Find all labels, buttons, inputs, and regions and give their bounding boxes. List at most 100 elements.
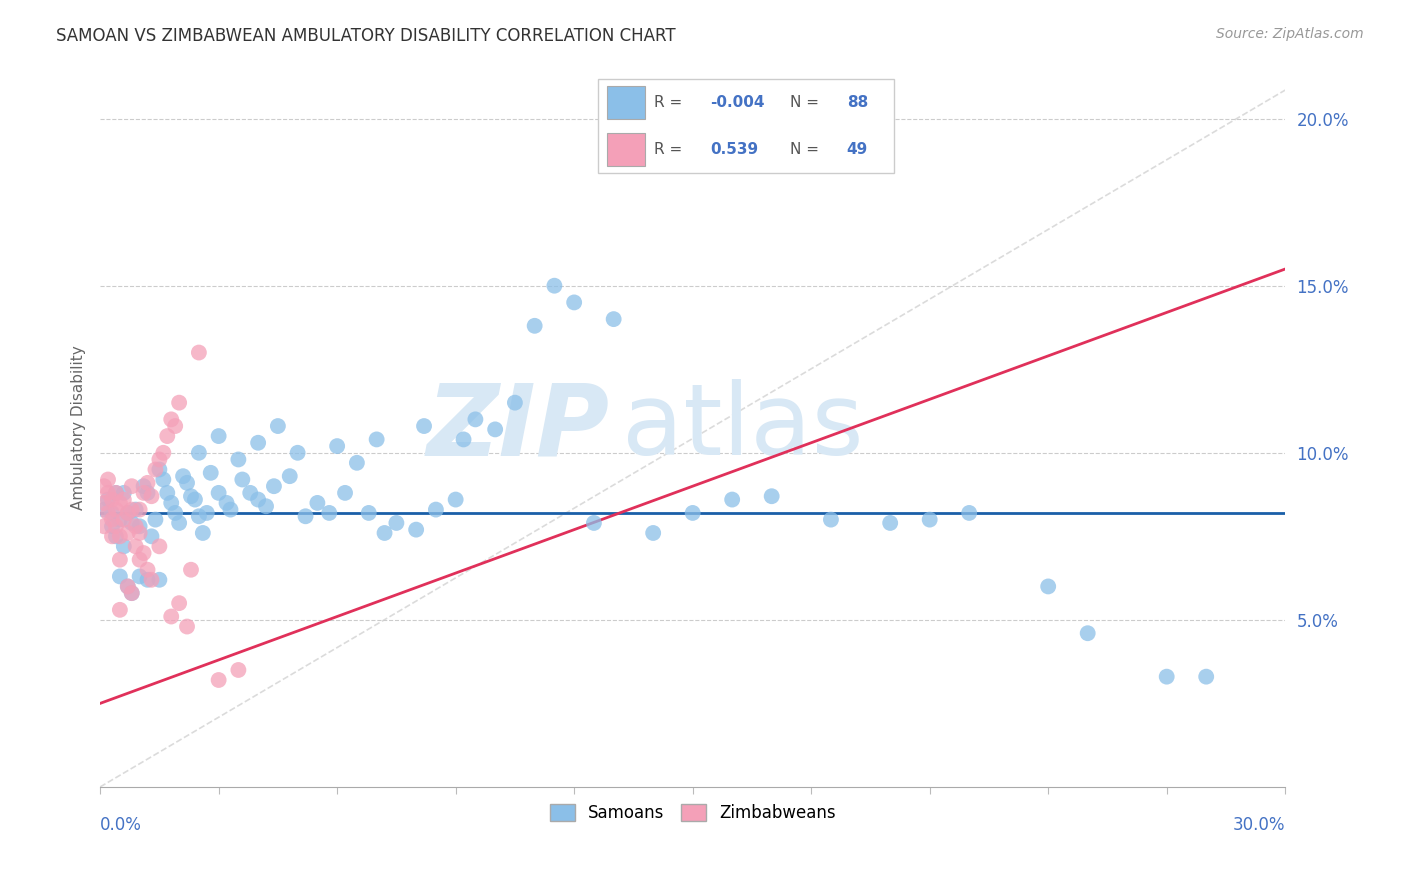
Point xyxy=(93,496,115,510)
Point xyxy=(176,475,198,490)
Point xyxy=(444,492,467,507)
Point xyxy=(132,546,155,560)
Point xyxy=(101,519,124,533)
Point xyxy=(121,586,143,600)
Point xyxy=(136,475,159,490)
Point xyxy=(1156,670,1178,684)
Point xyxy=(156,429,179,443)
Point xyxy=(208,486,231,500)
Point xyxy=(104,486,127,500)
Point xyxy=(148,539,170,553)
Point xyxy=(108,552,131,566)
Point xyxy=(326,439,349,453)
Point xyxy=(165,419,187,434)
Text: ZIP: ZIP xyxy=(426,379,610,476)
Y-axis label: Ambulatory Disability: Ambulatory Disability xyxy=(72,345,86,510)
Point xyxy=(156,486,179,500)
Point xyxy=(136,573,159,587)
Point xyxy=(453,433,475,447)
Point xyxy=(101,506,124,520)
Point xyxy=(125,502,148,516)
Point xyxy=(219,502,242,516)
Point xyxy=(148,573,170,587)
Point xyxy=(141,529,163,543)
Point xyxy=(160,496,183,510)
Text: 30.0%: 30.0% xyxy=(1233,815,1285,834)
Point xyxy=(239,486,262,500)
Point xyxy=(97,473,120,487)
Point xyxy=(503,395,526,409)
Point xyxy=(152,446,174,460)
Point xyxy=(208,429,231,443)
Point xyxy=(93,479,115,493)
Point xyxy=(93,502,115,516)
Point xyxy=(800,145,823,159)
Point xyxy=(152,473,174,487)
Point xyxy=(405,523,427,537)
Point xyxy=(117,506,139,520)
Point xyxy=(357,506,380,520)
Point xyxy=(160,412,183,426)
Point xyxy=(263,479,285,493)
Point xyxy=(167,596,190,610)
Point xyxy=(176,619,198,633)
Point xyxy=(464,412,486,426)
Point xyxy=(121,502,143,516)
Point xyxy=(195,506,218,520)
Point xyxy=(108,513,131,527)
Point xyxy=(187,345,209,359)
Point xyxy=(643,526,665,541)
Point xyxy=(1195,670,1218,684)
Point xyxy=(112,513,135,527)
Point xyxy=(918,513,941,527)
Point xyxy=(104,502,127,516)
Point xyxy=(101,529,124,543)
Point xyxy=(108,496,131,510)
Point xyxy=(160,609,183,624)
Text: atlas: atlas xyxy=(621,379,863,476)
Point xyxy=(187,446,209,460)
Point xyxy=(1077,626,1099,640)
Point xyxy=(184,492,207,507)
Point xyxy=(104,529,127,543)
Point xyxy=(187,509,209,524)
Point xyxy=(247,435,270,450)
Point xyxy=(374,526,396,541)
Point xyxy=(385,516,408,530)
Point xyxy=(93,519,115,533)
Point xyxy=(879,516,901,530)
Text: SAMOAN VS ZIMBABWEAN AMBULATORY DISABILITY CORRELATION CHART: SAMOAN VS ZIMBABWEAN AMBULATORY DISABILI… xyxy=(56,27,676,45)
Point xyxy=(108,529,131,543)
Point xyxy=(582,516,605,530)
Point xyxy=(145,462,167,476)
Point xyxy=(112,486,135,500)
Point xyxy=(200,466,222,480)
Point xyxy=(761,489,783,503)
Point xyxy=(721,492,744,507)
Point xyxy=(128,519,150,533)
Legend: Samoans, Zimbabweans: Samoans, Zimbabweans xyxy=(543,797,842,829)
Point xyxy=(121,516,143,530)
Point xyxy=(191,526,214,541)
Point xyxy=(104,519,127,533)
Point xyxy=(254,500,277,514)
Point xyxy=(148,462,170,476)
Point xyxy=(108,569,131,583)
Point xyxy=(121,479,143,493)
Point xyxy=(228,663,250,677)
Point xyxy=(180,563,202,577)
Point xyxy=(215,496,238,510)
Point xyxy=(267,419,290,434)
Point xyxy=(957,506,980,520)
Point xyxy=(148,452,170,467)
Point xyxy=(208,673,231,687)
Point xyxy=(108,603,131,617)
Point xyxy=(346,456,368,470)
Point xyxy=(121,586,143,600)
Point xyxy=(484,422,506,436)
Point xyxy=(172,469,194,483)
Point xyxy=(287,446,309,460)
Point xyxy=(97,486,120,500)
Point xyxy=(180,489,202,503)
Point xyxy=(165,506,187,520)
